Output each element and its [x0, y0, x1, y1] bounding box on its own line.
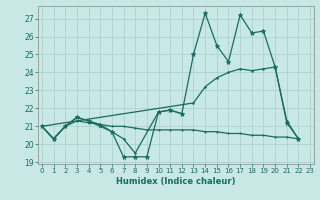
X-axis label: Humidex (Indice chaleur): Humidex (Indice chaleur)	[116, 177, 236, 186]
